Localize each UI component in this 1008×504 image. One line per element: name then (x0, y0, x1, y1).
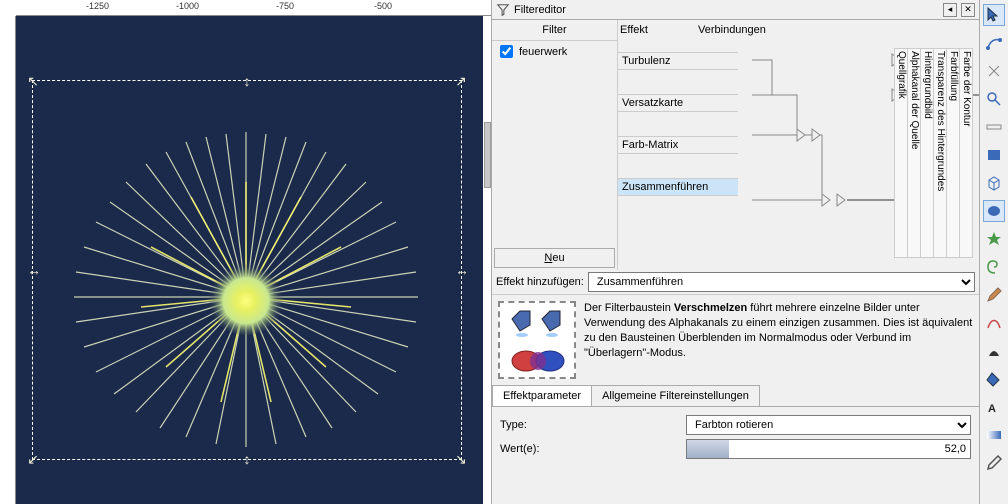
ruler-mark: -1000 (176, 1, 199, 11)
ruler-mark: -750 (276, 1, 294, 11)
panel-titlebar: Filtereditor ◂ ✕ (492, 0, 979, 20)
vlabel-hintergrundbild: Hintergrundbild (920, 48, 934, 258)
ruler-mark: -1250 (86, 1, 109, 11)
tool-gradient[interactable] (983, 424, 1005, 446)
tool-text[interactable]: A (983, 396, 1005, 418)
tool-star[interactable] (983, 228, 1005, 250)
vlabel-alphakanal: Alphakanal der Quelle (907, 48, 921, 258)
tool-tweak[interactable] (983, 60, 1005, 82)
add-effect-select[interactable]: Zusammenführen (588, 272, 975, 292)
tool-pencil[interactable] (983, 284, 1005, 306)
filter-checkbox[interactable] (500, 45, 513, 58)
tab-allgemeine[interactable]: Allgemeine Filtereinstellungen (591, 385, 760, 406)
merge-icon (498, 301, 576, 379)
resize-handle-n[interactable]: ↕ (241, 75, 253, 87)
tool-zoom[interactable] (983, 88, 1005, 110)
vlabel-farbfuellung: Farbfüllung (946, 48, 960, 258)
ruler-horizontal: -1250 -1000 -750 -500 (16, 0, 491, 16)
add-effect-label: Effekt hinzufügen: (496, 276, 584, 288)
tool-dropper[interactable] (983, 452, 1005, 474)
connection-target-labels: Quellgrafik Alphakanal der Quelle Hinter… (895, 48, 973, 258)
resize-handle-w[interactable]: ↔ (27, 264, 39, 276)
filter-icon (496, 3, 510, 17)
filter-editor-panel: Filtereditor ◂ ✕ Filter feuerwerk Neu Ef… (492, 0, 980, 504)
canvas[interactable]: ↖ ↕ ↗ ↔ ↔ ↙ ↕ ↘ (16, 16, 483, 504)
tool-paintbucket[interactable] (983, 368, 1005, 390)
filter-list-column: Filter feuerwerk Neu (492, 20, 618, 270)
tab-effektparameter[interactable]: Effektparameter (492, 385, 592, 406)
connections-header: Verbindungen (698, 24, 766, 36)
tool-3dbox[interactable] (983, 172, 1005, 194)
panel-close-button[interactable]: ✕ (961, 3, 975, 17)
selection-rectangle[interactable]: ↖ ↕ ↗ ↔ ↔ ↙ ↕ ↘ (32, 80, 462, 460)
ruler-mark: -500 (374, 1, 392, 11)
panel-min-button[interactable]: ◂ (943, 3, 957, 17)
filter-item-label: feuerwerk (519, 46, 567, 58)
filter-item-feuerwerk[interactable]: feuerwerk (492, 41, 617, 62)
tool-selector[interactable] (983, 4, 1005, 26)
filter-header: Filter (492, 20, 617, 41)
tool-bezier[interactable] (983, 312, 1005, 334)
type-select[interactable]: Farbton rotieren (686, 415, 971, 435)
effect-column: Effekt Verbindungen Turbulenz Versatzkar… (618, 20, 979, 270)
tool-rect[interactable] (983, 144, 1005, 166)
resize-handle-s[interactable]: ↕ (241, 453, 253, 465)
ruler-vertical (0, 16, 16, 504)
tool-ellipse[interactable] (983, 200, 1005, 222)
effect-description: Der Filterbaustein Verschmelzen führt me… (492, 294, 979, 385)
resize-handle-sw[interactable]: ↙ (27, 453, 39, 465)
vlabel-quellgrafik: Quellgrafik (894, 48, 908, 258)
wert-value: 52,0 (945, 443, 966, 455)
resize-handle-se[interactable]: ↘ (455, 453, 467, 465)
right-toolbar: A (980, 0, 1008, 504)
vlabel-transparenz: Transparenz des Hintergrundes (933, 48, 947, 258)
panel-title-text: Filtereditor (514, 4, 566, 16)
tool-node[interactable] (983, 32, 1005, 54)
canvas-scrollbar[interactable] (484, 122, 491, 188)
effect-header: Effekt (620, 24, 698, 36)
wert-slider[interactable]: 52,0 (686, 439, 971, 459)
vlabel-kontur: Farbe der Kontur (959, 48, 973, 258)
type-label: Type: (500, 419, 686, 431)
resize-handle-ne[interactable]: ↗ (455, 75, 467, 87)
tool-measure[interactable] (983, 116, 1005, 138)
resize-handle-nw[interactable]: ↖ (27, 75, 39, 87)
resize-handle-e[interactable]: ↔ (455, 264, 467, 276)
new-filter-button[interactable]: Neu (494, 248, 615, 268)
wert-label: Wert(e): (500, 443, 686, 455)
tool-spiral[interactable] (983, 256, 1005, 278)
tool-calligraphy[interactable] (983, 340, 1005, 362)
svg-text:A: A (988, 403, 996, 415)
canvas-area: -1250 -1000 -750 -500 (0, 0, 492, 504)
